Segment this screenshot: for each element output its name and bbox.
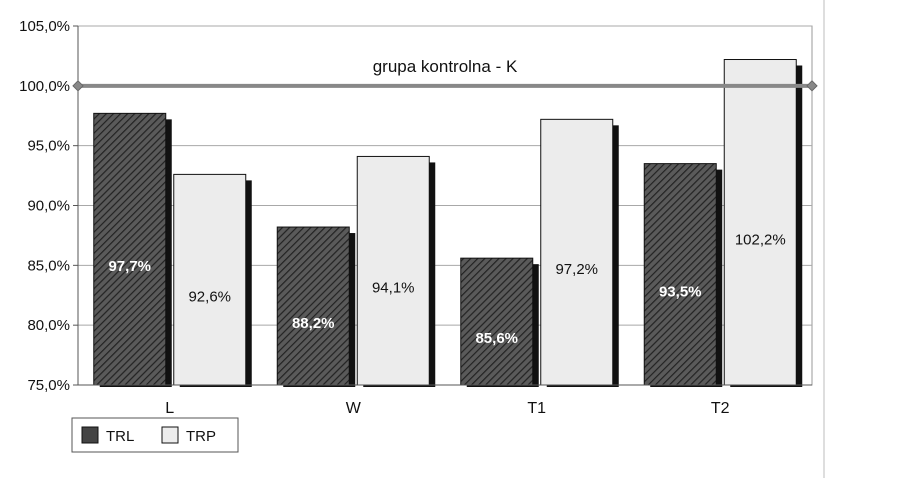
bar-trp-w [356,155,430,386]
data-label: 94,1% [372,280,415,297]
data-label: 92,6% [188,289,231,306]
reference-line-group: grupa kontrolna - K [72,57,818,92]
data-label: 97,7% [108,258,151,275]
legend: TRL TRP [71,417,239,453]
data-label: 93,5% [659,283,702,300]
bar-trl-w [276,226,350,386]
legend-label-trp: TRP [186,428,216,445]
legend-swatch-trl [81,426,99,444]
legend-swatch-trp [161,426,179,444]
bar-trl-t1 [460,257,534,386]
reference-marker [72,80,84,92]
y-axis: 75,0% 80,0% 85,0% 90,0% 95,0% 100,0% 105,0% [19,18,79,394]
reference-line-label: grupa kontrolna - K [373,57,518,76]
y-tick-label: 95,0% [27,138,70,155]
y-tick-label: 80,0% [27,317,70,334]
y-tick-label: 85,0% [27,257,70,274]
data-label: 102,2% [735,231,786,248]
x-tick-label: T2 [711,400,730,417]
bar-trl-t2 [643,163,717,386]
x-tick-label: L [165,400,174,417]
bar-trp-t2 [723,59,797,386]
y-tick-label: 105,0% [19,18,70,35]
data-label: 97,2% [555,261,598,278]
bars: 97,7% 92,6% 88,2% 94,1% 85,6% 97,2% 93,5% 102,2… [93,59,803,388]
bar-trp-l [173,173,247,386]
x-tick-label: T1 [527,400,546,417]
y-tick-label: 90,0% [27,198,70,215]
y-tick-label: 75,0% [27,377,70,394]
bar-trl-l [93,112,167,386]
data-label: 88,2% [292,315,335,332]
legend-label-trl: TRL [106,428,134,445]
bar-trp-t1 [540,118,614,386]
legend-box [71,417,239,453]
data-label: 85,6% [475,330,518,347]
reference-marker [806,80,818,92]
y-tick-label: 100,0% [19,78,70,95]
x-tick-label: W [346,400,362,417]
x-axis: L W T1 T2 [78,384,812,417]
